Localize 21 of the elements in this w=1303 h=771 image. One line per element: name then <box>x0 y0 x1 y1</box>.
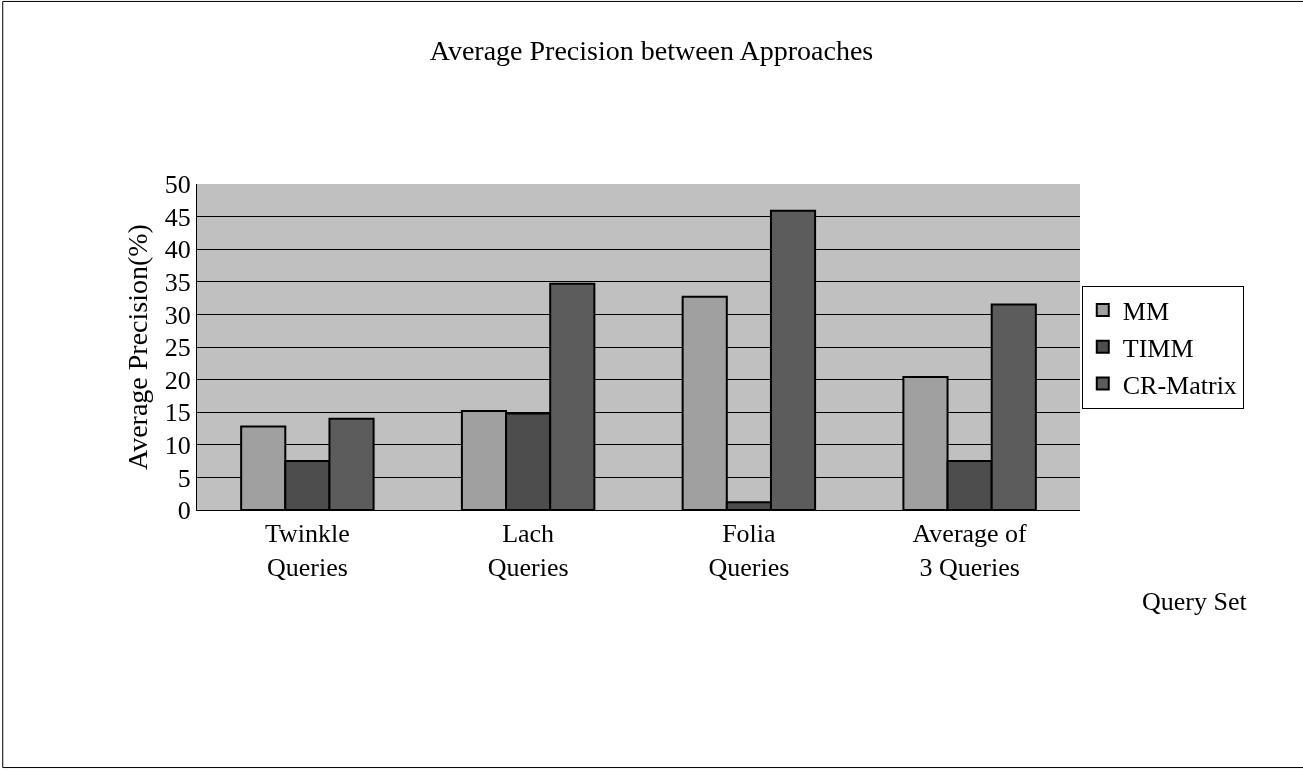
y-tick-label: 15 <box>164 398 191 428</box>
y-tick-label: 10 <box>164 430 191 460</box>
legend-label: TIMM <box>1122 333 1194 363</box>
x-tick-label: Average of 3 Queries <box>912 519 1028 582</box>
y-tick-label: 5 <box>177 463 191 493</box>
legend-label: MM <box>1122 297 1170 327</box>
legend-label: CR-Matrix <box>1122 370 1237 400</box>
y-tick-label: 50 <box>164 170 191 200</box>
chart-title: Average Precision between Approaches <box>429 34 874 66</box>
y-tick-label: 0 <box>177 496 191 526</box>
x-tick-label: Lach Queries <box>487 519 569 582</box>
y-axis-title: Average Precision(%) <box>122 224 154 470</box>
x-axis-title: Query Set <box>1142 587 1248 616</box>
y-tick-label: 30 <box>164 300 191 330</box>
y-tick-label: 25 <box>164 333 191 363</box>
y-tick-label: 40 <box>164 235 191 265</box>
y-tick-label: 35 <box>164 267 191 297</box>
y-tick-label: 45 <box>164 202 191 232</box>
y-tick-label: 20 <box>164 365 191 395</box>
x-tick-label: Twinkle Queries <box>264 519 350 582</box>
x-tick-label: Folia Queries <box>708 519 790 582</box>
